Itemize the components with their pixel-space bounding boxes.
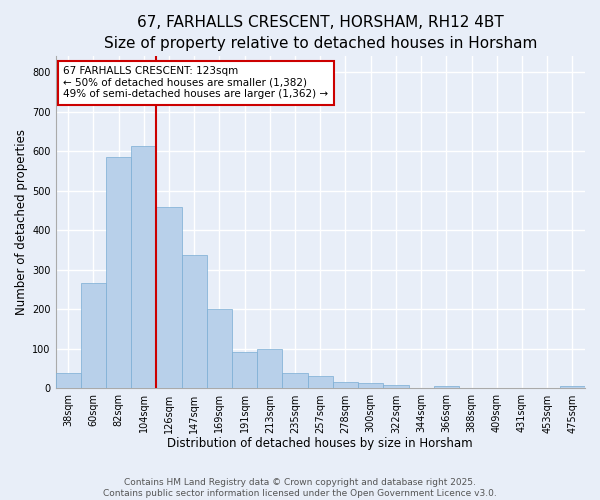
Bar [308,376,333,388]
Bar [383,384,409,388]
Y-axis label: Number of detached properties: Number of detached properties [15,130,28,316]
Bar [257,348,283,389]
Bar [56,374,81,388]
Bar [81,282,106,389]
X-axis label: Distribution of detached houses by size in Horsham: Distribution of detached houses by size … [167,437,473,450]
Bar [434,386,459,388]
Bar [232,352,257,389]
Bar [333,382,358,388]
Text: Contains HM Land Registry data © Crown copyright and database right 2025.
Contai: Contains HM Land Registry data © Crown c… [103,478,497,498]
Bar [560,386,585,388]
Bar [131,146,157,388]
Bar [106,157,131,388]
Bar [182,255,207,388]
Bar [207,308,232,388]
Bar [157,208,182,388]
Title: 67, FARHALLS CRESCENT, HORSHAM, RH12 4BT
Size of property relative to detached h: 67, FARHALLS CRESCENT, HORSHAM, RH12 4BT… [104,15,537,51]
Text: 67 FARHALLS CRESCENT: 123sqm
← 50% of detached houses are smaller (1,382)
49% of: 67 FARHALLS CRESCENT: 123sqm ← 50% of de… [64,66,329,100]
Bar [358,382,383,388]
Bar [283,374,308,388]
